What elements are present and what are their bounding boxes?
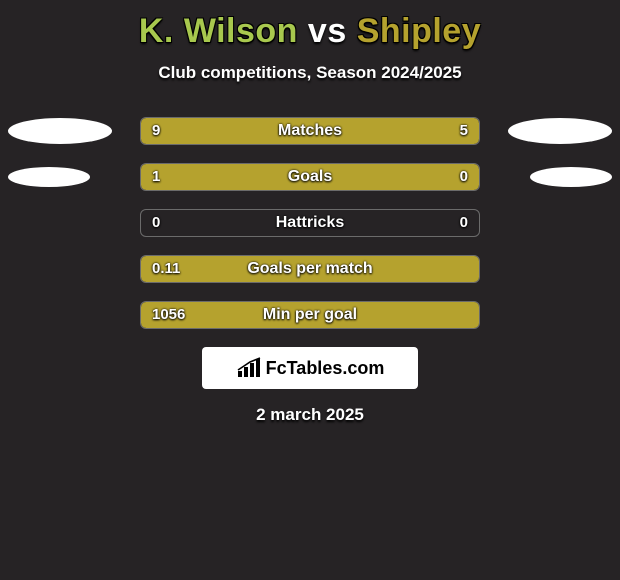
player1-name: K. Wilson <box>139 12 298 50</box>
vs-text: vs <box>308 12 347 50</box>
subtitle: Club competitions, Season 2024/2025 <box>0 63 620 83</box>
page-title: K. Wilson vs Shipley <box>0 12 620 51</box>
stat-value-right <box>456 301 480 329</box>
stat-value-right <box>456 255 480 283</box>
logo-text: FcTables.com <box>266 358 385 379</box>
player2-avatar <box>508 118 612 144</box>
stat-value-right: 5 <box>448 117 480 145</box>
bar-chart-icon <box>236 357 262 379</box>
stat-row: 9 Matches 5 <box>0 117 620 145</box>
stat-label: Goals per match <box>140 255 480 283</box>
stat-value-right: 0 <box>448 163 480 191</box>
stat-label: Min per goal <box>140 301 480 329</box>
stat-row: 1 Goals 0 <box>0 163 620 191</box>
player2-avatar <box>530 167 612 187</box>
player1-avatar <box>8 118 112 144</box>
logo: FcTables.com <box>202 347 418 389</box>
stat-label: Goals <box>140 163 480 191</box>
stat-row: 0.11 Goals per match <box>0 255 620 283</box>
stat-row: 1056 Min per goal <box>0 301 620 329</box>
stat-label: Matches <box>140 117 480 145</box>
player1-avatar <box>8 167 90 187</box>
stats-container: 9 Matches 5 1 Goals 0 0 Hattricks 0 0.11… <box>0 117 620 329</box>
player2-name: Shipley <box>357 12 481 50</box>
stat-value-right: 0 <box>448 209 480 237</box>
date: 2 march 2025 <box>0 405 620 425</box>
stat-label: Hattricks <box>140 209 480 237</box>
stat-row: 0 Hattricks 0 <box>0 209 620 237</box>
